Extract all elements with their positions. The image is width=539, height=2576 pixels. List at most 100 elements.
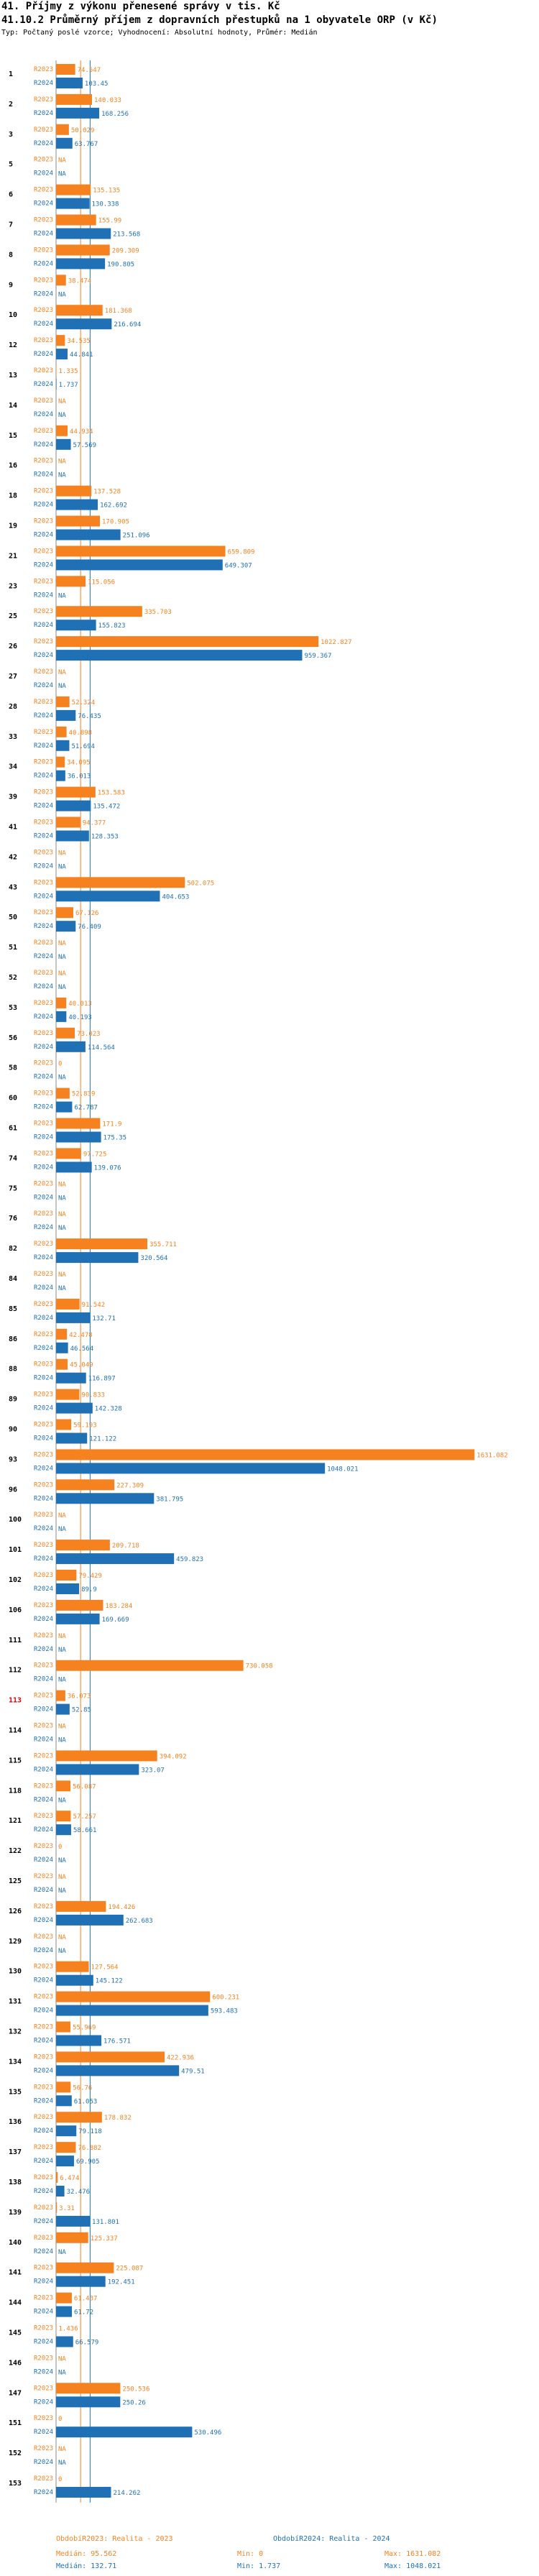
series-label-2024: R2024 bbox=[34, 441, 53, 448]
bar-2023 bbox=[56, 1358, 68, 1370]
value-label-2024: NA bbox=[58, 592, 66, 599]
series-label-2024: R2024 bbox=[34, 1495, 53, 1502]
bar-2023 bbox=[56, 1027, 75, 1039]
value-label-2024: NA bbox=[58, 472, 66, 479]
bar-2024 bbox=[56, 1372, 86, 1384]
category-label: 106 bbox=[9, 1606, 22, 1614]
bar-2023 bbox=[56, 1570, 77, 1581]
series-label-2023: R2023 bbox=[34, 1090, 53, 1098]
series-label-2024: R2024 bbox=[34, 1284, 53, 1292]
category-label: 19 bbox=[9, 523, 17, 530]
category-label: 129 bbox=[9, 1938, 22, 1946]
series-label-2024: R2024 bbox=[34, 1887, 53, 1894]
series-label-2023: R2023 bbox=[34, 1271, 53, 1278]
value-label-2024: 162.692 bbox=[100, 502, 127, 510]
series-label-2023: R2023 bbox=[34, 1331, 53, 1338]
series-label-2024: R2024 bbox=[34, 170, 53, 178]
value-label-2023: NA bbox=[58, 669, 66, 676]
series-label-2024: R2024 bbox=[34, 1435, 53, 1443]
category-label: 88 bbox=[9, 1366, 17, 1374]
chart-info: Typ: Počtaný poslé vzorce; Vyhodnocení: … bbox=[1, 29, 318, 37]
value-label-2023: 0 bbox=[58, 1061, 62, 1068]
bar-2023 bbox=[56, 1811, 71, 1822]
category-label: 41 bbox=[9, 824, 17, 832]
value-label-2023: 209.309 bbox=[112, 247, 139, 254]
bar-2023 bbox=[56, 214, 96, 226]
legend-2023: ObdobíR2023: Realita - 2023 bbox=[56, 2535, 173, 2543]
value-label-2024: 89.9 bbox=[81, 1586, 97, 1593]
value-label-2024: 69.905 bbox=[76, 2158, 100, 2166]
value-label-2024: NA bbox=[58, 412, 66, 419]
category-label: 52 bbox=[9, 974, 17, 982]
category-label: 23 bbox=[9, 582, 17, 590]
bar-2024 bbox=[56, 650, 303, 661]
value-label-2024: NA bbox=[58, 2460, 66, 2467]
series-label-2023: R2023 bbox=[34, 397, 53, 405]
category-label: 135 bbox=[9, 2088, 22, 2096]
value-label-2024: 155.823 bbox=[98, 622, 126, 630]
bar-2024 bbox=[56, 2215, 91, 2227]
bar-2023 bbox=[56, 64, 75, 75]
value-label-2023: 6.474 bbox=[60, 2175, 79, 2182]
bar-2024 bbox=[56, 1131, 101, 1143]
bar-2024 bbox=[56, 1162, 92, 1173]
series-label-2024: R2024 bbox=[34, 1736, 53, 1744]
category-label: 137 bbox=[9, 2148, 22, 2156]
max-2024: Max: 1048.021 bbox=[384, 2562, 441, 2570]
bar-2024 bbox=[56, 830, 89, 842]
bar-2023 bbox=[56, 1961, 89, 1972]
value-label-2024: NA bbox=[58, 1285, 66, 1292]
series-label-2023: R2023 bbox=[34, 518, 53, 525]
category-label: 61 bbox=[9, 1125, 17, 1133]
bar-2023 bbox=[56, 2112, 102, 2123]
series-label-2023: R2023 bbox=[34, 2445, 53, 2452]
value-label-2024: NA bbox=[58, 1737, 66, 1744]
category-label: 50 bbox=[9, 914, 17, 921]
bar-2024 bbox=[56, 2306, 73, 2317]
value-label-2024: NA bbox=[58, 1225, 66, 1232]
series-label-2023: R2023 bbox=[34, 789, 53, 796]
series-label-2024: R2024 bbox=[34, 1164, 53, 1171]
value-label-2023: 0 bbox=[58, 2416, 62, 2423]
value-label-2023: 61.437 bbox=[74, 2296, 98, 2303]
series-label-2023: R2023 bbox=[34, 1933, 53, 1941]
value-label-2023: 38.474 bbox=[68, 277, 92, 285]
value-label-2024: 1.737 bbox=[59, 382, 78, 389]
series-label-2024: R2024 bbox=[34, 2158, 53, 2165]
series-label-2023: R2023 bbox=[34, 1481, 53, 1489]
series-label-2023: R2023 bbox=[34, 1542, 53, 1549]
bar-2024 bbox=[56, 2276, 106, 2287]
category-label: 146 bbox=[9, 2359, 22, 2367]
value-label-2024: NA bbox=[58, 2369, 66, 2376]
series-label-2023: R2023 bbox=[34, 2235, 53, 2242]
bar-2024 bbox=[56, 1493, 155, 1504]
value-label-2024: 1048.021 bbox=[327, 1466, 358, 1473]
min-2024: Min: 1.737 bbox=[237, 2562, 281, 2570]
value-label-2024: 381.795 bbox=[156, 1496, 183, 1503]
value-label-2024: 121.122 bbox=[89, 1436, 116, 1443]
bar-2023 bbox=[56, 2262, 114, 2273]
bar-2023 bbox=[56, 1328, 68, 1340]
bar-2024 bbox=[56, 2095, 72, 2107]
value-label-2024: 192.451 bbox=[108, 2279, 135, 2286]
value-label-2024: 404.653 bbox=[162, 893, 189, 901]
value-label-2024: 142.328 bbox=[95, 1406, 122, 1413]
category-label: 21 bbox=[9, 552, 17, 560]
bar-2023 bbox=[56, 124, 69, 135]
series-label-2023: R2023 bbox=[34, 458, 53, 465]
category-label: 138 bbox=[9, 2179, 22, 2186]
series-label-2024: R2024 bbox=[34, 201, 53, 208]
value-label-2024: 168.256 bbox=[101, 111, 129, 118]
series-label-2024: R2024 bbox=[34, 1104, 53, 1111]
category-label: 89 bbox=[9, 1396, 17, 1404]
value-label-2023: NA bbox=[58, 850, 66, 857]
value-label-2024: 649.307 bbox=[225, 562, 252, 569]
value-label-2024: NA bbox=[58, 1857, 66, 1864]
series-label-2024: R2024 bbox=[34, 1194, 53, 1201]
value-label-2024: 479.51 bbox=[181, 2068, 205, 2075]
bar-2023 bbox=[56, 877, 185, 888]
series-label-2023: R2023 bbox=[34, 157, 53, 164]
bar-2023 bbox=[56, 2082, 71, 2093]
value-label-2024: 63.767 bbox=[75, 141, 98, 148]
value-label-2023: 178.832 bbox=[104, 2115, 132, 2122]
